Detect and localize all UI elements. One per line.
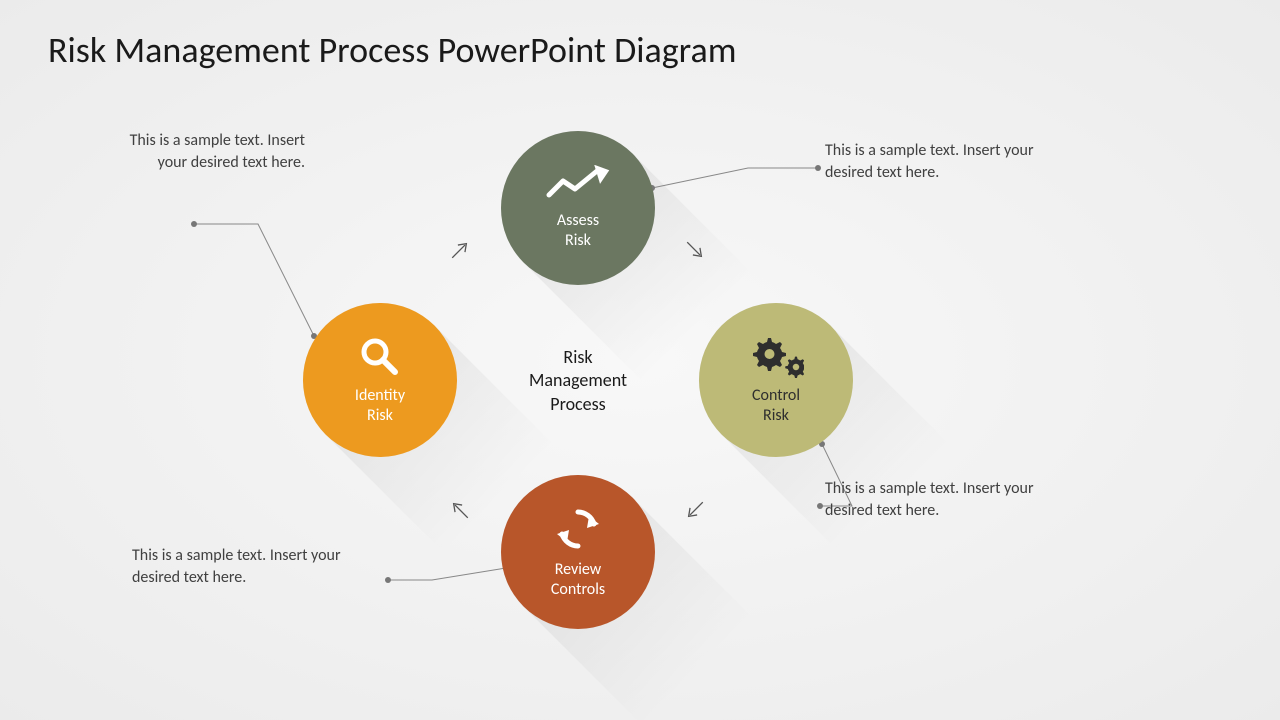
- node-control-label: ControlRisk: [752, 386, 800, 426]
- magnify-icon: [357, 334, 403, 380]
- refresh-icon: [553, 504, 603, 554]
- center-label: RiskManagementProcess: [508, 346, 648, 416]
- node-review-label: ReviewControls: [551, 560, 605, 600]
- node-assess-label: AssessRisk: [557, 211, 599, 251]
- desc-identity: This is a sample text. Insert your desir…: [125, 130, 305, 173]
- desc-control: This is a sample text. Insert your desir…: [825, 478, 1050, 521]
- flow-arrow: [678, 493, 712, 527]
- trend-icon: [545, 165, 611, 205]
- flow-arrow: [678, 233, 712, 267]
- flow-arrow: [443, 493, 477, 527]
- node-identity-label: IdentityRisk: [355, 386, 405, 426]
- flow-arrow: [443, 233, 477, 267]
- node-assess: AssessRisk: [501, 131, 655, 285]
- node-control: ControlRisk: [699, 303, 853, 457]
- gears-icon: [748, 334, 804, 380]
- risk-diagram: IdentityRisk AssessRisk ControlRisk Revi…: [0, 0, 1280, 720]
- node-identity: IdentityRisk: [303, 303, 457, 457]
- desc-assess: This is a sample text. Insert your desir…: [825, 140, 1050, 183]
- node-review: ReviewControls: [501, 475, 655, 629]
- desc-review: This is a sample text. Insert your desir…: [132, 545, 382, 588]
